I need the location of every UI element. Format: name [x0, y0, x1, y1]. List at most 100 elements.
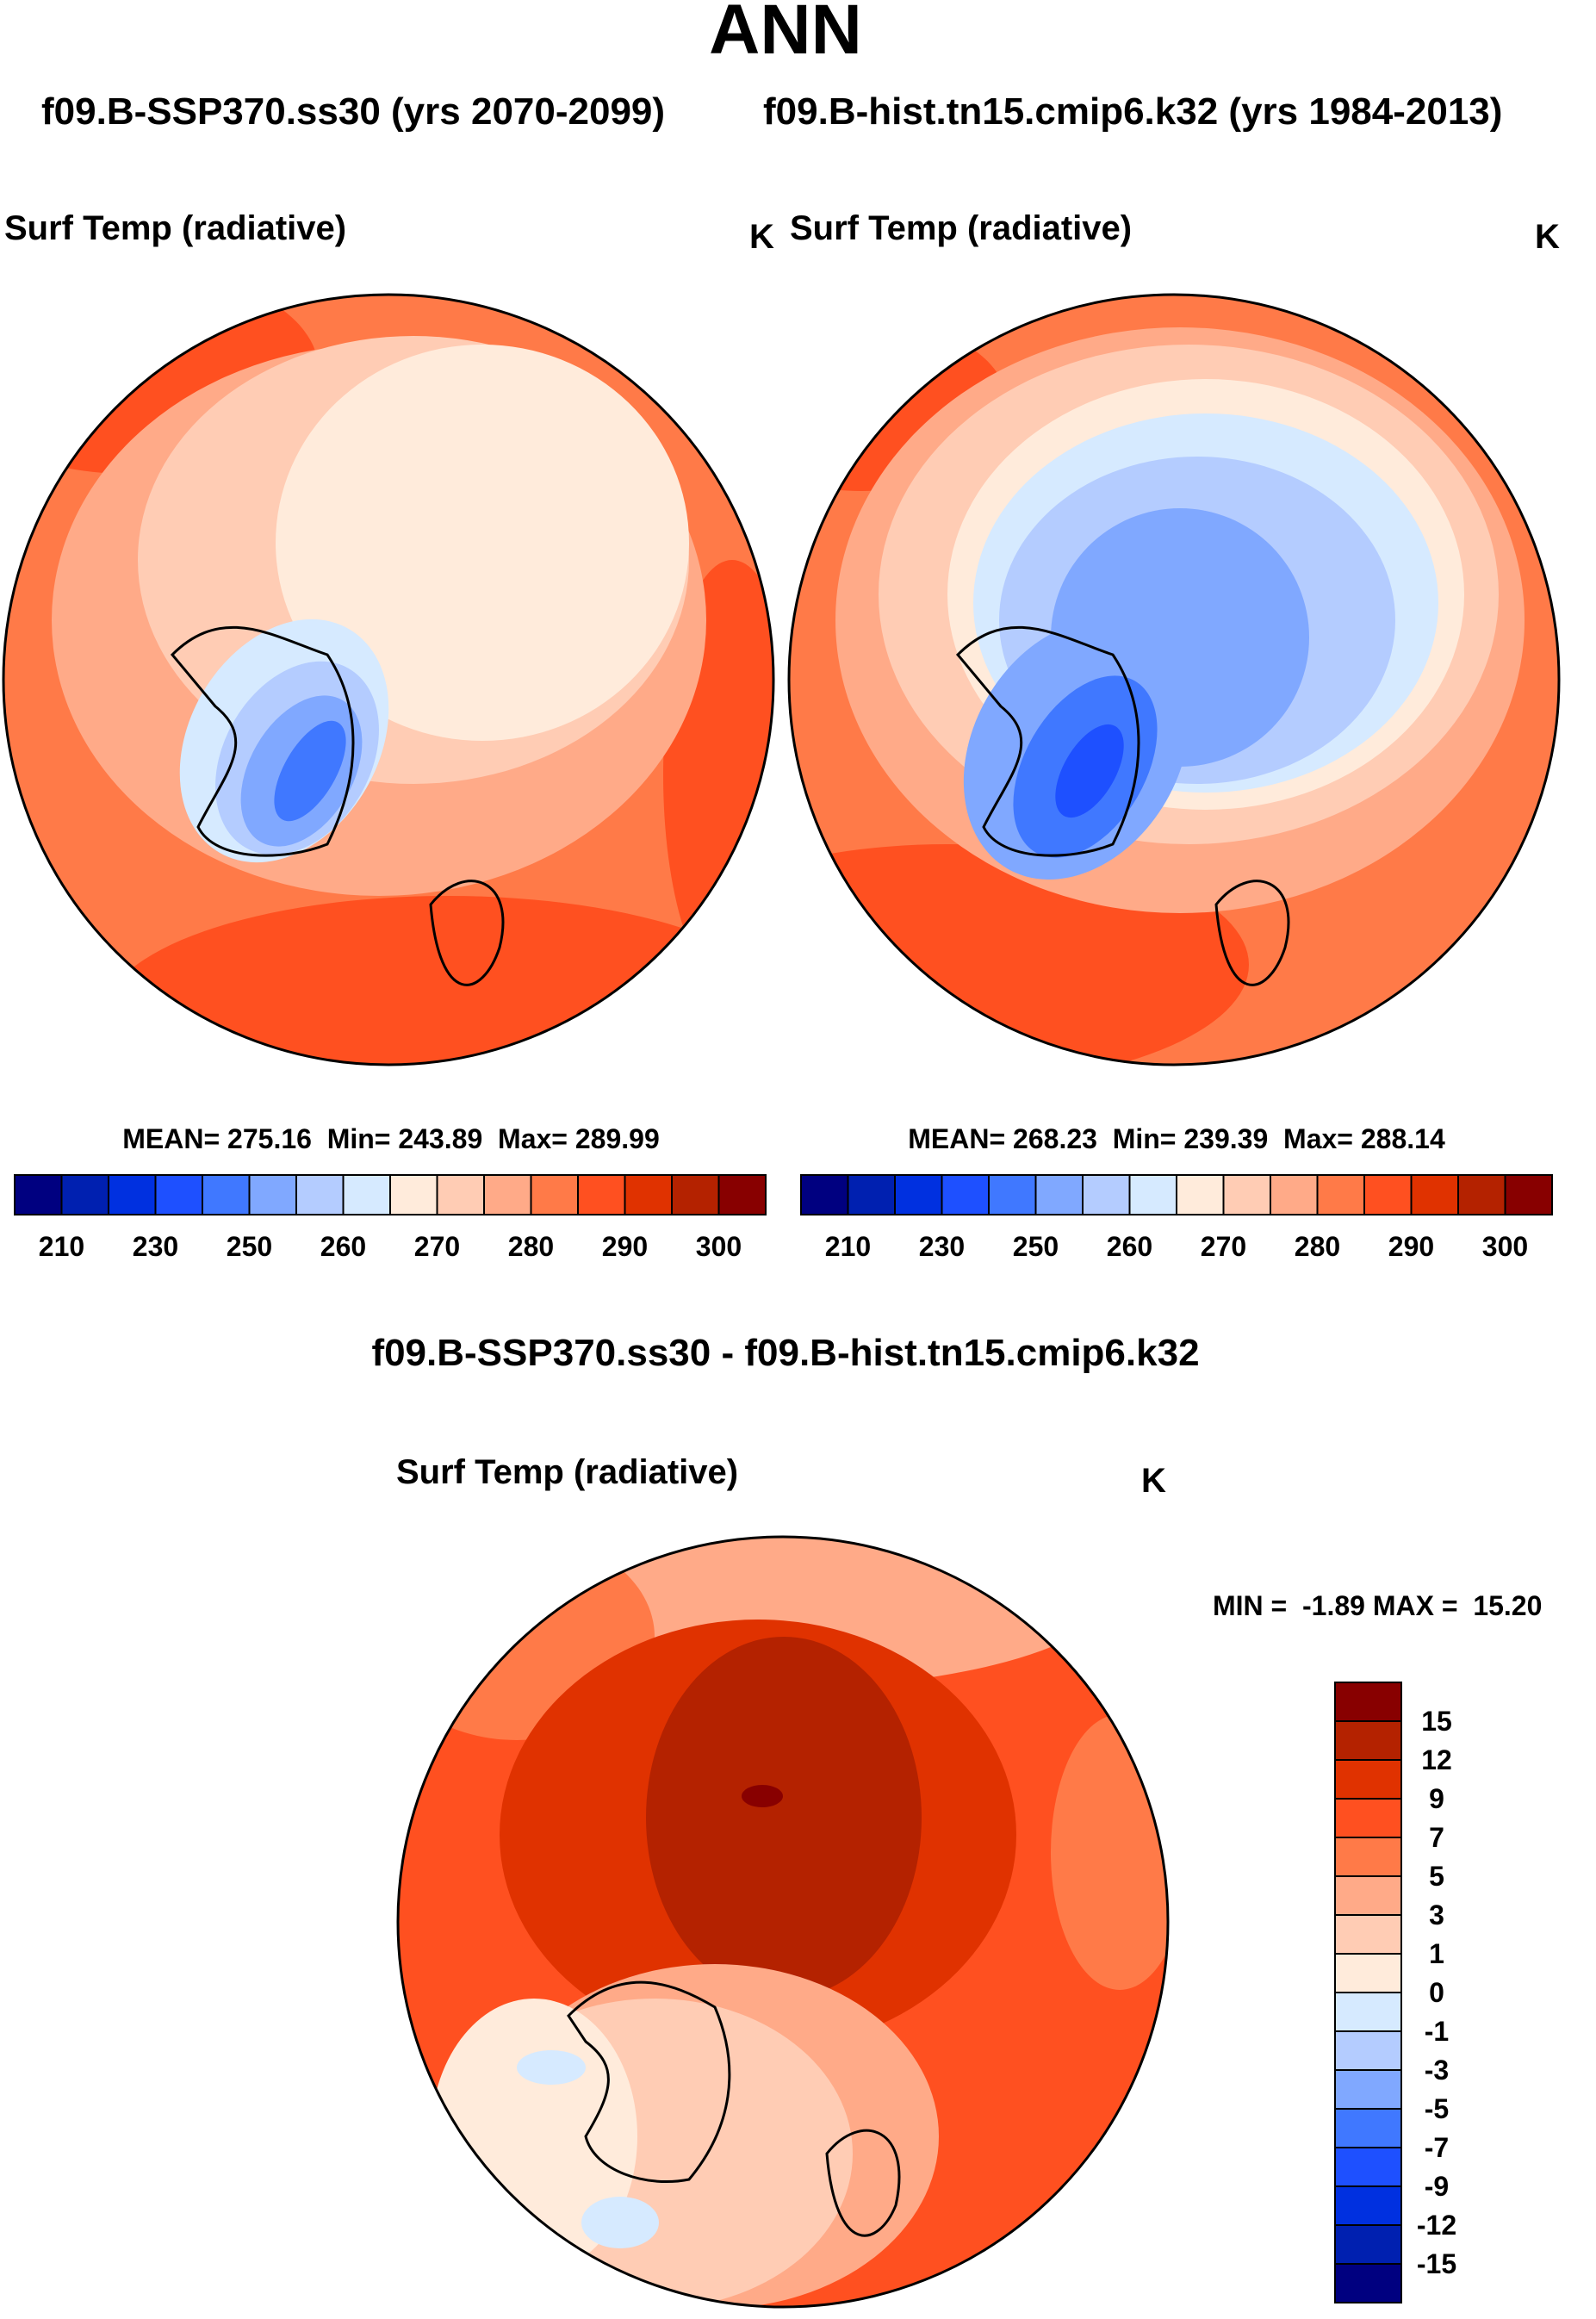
panel1-map	[3, 295, 773, 1065]
colorbar-box	[624, 1174, 673, 1215]
panel3-colorbar: 15 12 9 7 5 3 1 0 -1 -3 -5 -7 -9 -12 -15	[1334, 1682, 1456, 2303]
panel1-stats: MEAN= 275.16 Min= 243.89 Max= 289.99	[122, 1123, 659, 1154]
colorbar-box	[202, 1174, 251, 1215]
colorbar-box	[1034, 1174, 1084, 1215]
diff-title: f09.B-SSP370.ss30 - f09.B-hist.tn15.cmip…	[371, 1332, 1199, 1374]
panel3-map-border	[396, 1535, 1170, 2309]
colorbar-box	[1504, 1174, 1553, 1215]
panel2-colorbar: 210 230 250 260 270 280 290 300	[800, 1174, 1553, 1262]
case2-title: f09.B-hist.tn15.cmip6.k32 (yrs 1984-2013…	[763, 90, 1502, 133]
colorbar-box	[894, 1174, 943, 1215]
colorbar-tick-label: 230	[133, 1231, 178, 1262]
colorbar-box	[1128, 1174, 1177, 1215]
colorbar-tick-label: -1	[1425, 2016, 1449, 2047]
colorbar-box	[1334, 1798, 1402, 1838]
colorbar-box	[1334, 1720, 1402, 1761]
colorbar-box	[1176, 1174, 1225, 1215]
colorbar-tick-label: -9	[1425, 2171, 1449, 2202]
colorbar-box	[941, 1174, 990, 1215]
colorbar-box	[1334, 2224, 1402, 2265]
colorbar-box	[800, 1174, 849, 1215]
colorbar-tick-label: -12	[1417, 2210, 1456, 2241]
colorbar-box	[1363, 1174, 1413, 1215]
colorbar-tick-label: 210	[39, 1231, 84, 1262]
colorbar-box	[14, 1174, 63, 1215]
colorbar-tick-label: 270	[414, 1231, 460, 1262]
colorbar-box	[1410, 1174, 1459, 1215]
colorbar-box	[342, 1174, 391, 1215]
colorbar-tick-label: 290	[1388, 1231, 1434, 1262]
colorbar-tick-label: 7	[1429, 1822, 1444, 1853]
colorbar-box	[1334, 2147, 1402, 2187]
colorbar-box	[988, 1174, 1037, 1215]
colorbar-tick-label: 230	[919, 1231, 965, 1262]
colorbar-tick-label: 9	[1429, 1783, 1444, 1814]
colorbar-tick-label: 210	[825, 1231, 871, 1262]
colorbar-box	[108, 1174, 157, 1215]
colorbar-tick-label: 280	[508, 1231, 554, 1262]
colorbar-box	[483, 1174, 532, 1215]
colorbar-box	[847, 1174, 896, 1215]
colorbar-box	[1334, 1682, 1402, 1722]
colorbar-box	[248, 1174, 297, 1215]
colorbar-tick-label: 300	[696, 1231, 742, 1262]
colorbar-tick-label: 270	[1201, 1231, 1246, 1262]
colorbar-box	[577, 1174, 626, 1215]
panel2-map	[789, 295, 1559, 1065]
colorbar-tick-label: 300	[1482, 1231, 1528, 1262]
main-title: ANN	[709, 0, 862, 69]
panel2-stats: MEAN= 268.23 Min= 239.39 Max= 288.14	[908, 1123, 1445, 1154]
colorbar-tick-label: 1	[1429, 1938, 1444, 1969]
colorbar-box	[436, 1174, 485, 1215]
panel1-variable: Surf Temp (radiative)	[4, 209, 346, 247]
colorbar-box	[389, 1174, 438, 1215]
colorbar-tick-label: -7	[1425, 2132, 1449, 2163]
panel3-variable: Surf Temp (radiative)	[396, 1453, 738, 1491]
colorbar-box	[60, 1174, 109, 1215]
colorbar-box	[1457, 1174, 1506, 1215]
colorbar-box	[1334, 1875, 1402, 1916]
colorbar-tick-label: 290	[602, 1231, 648, 1262]
colorbar-box	[1222, 1174, 1271, 1215]
colorbar-tick-label: 250	[227, 1231, 272, 1262]
colorbar-box	[1334, 2185, 1402, 2226]
colorbar-tick-label: 250	[1013, 1231, 1059, 1262]
panel1-map-border	[2, 293, 775, 1066]
panel2-units: K	[1535, 218, 1560, 256]
panel3-stats: MIN = -1.89 MAX = 15.20	[1213, 1590, 1542, 1621]
colorbar-box	[1334, 1837, 1402, 1877]
colorbar-tick-label: 0	[1429, 1977, 1444, 2008]
colorbar-box	[1270, 1174, 1319, 1215]
panel3-units: K	[1141, 1462, 1166, 1500]
panel1-units: K	[749, 218, 774, 256]
colorbar-tick-label: -5	[1425, 2093, 1449, 2124]
colorbar-tick-label: 5	[1429, 1861, 1444, 1892]
colorbar-tick-label: 260	[320, 1231, 366, 1262]
colorbar-box	[671, 1174, 720, 1215]
colorbar-box	[1334, 1953, 1402, 1993]
colorbar-box	[1334, 2069, 1402, 2110]
panel2-coastline	[955, 625, 1290, 986]
colorbar-box	[530, 1174, 579, 1215]
colorbar-box	[1082, 1174, 1131, 1215]
colorbar-box	[154, 1174, 203, 1215]
panel2-variable: Surf Temp (radiative)	[790, 209, 1132, 247]
colorbar-box	[1316, 1174, 1365, 1215]
colorbar-box	[1334, 2263, 1402, 2303]
colorbar-tick-label: 280	[1295, 1231, 1340, 1262]
panel3-map	[398, 1537, 1168, 2307]
panel1-coastline	[170, 625, 505, 986]
colorbar-tick-label: 3	[1429, 1899, 1444, 1930]
panel3-coastline	[567, 1980, 901, 2237]
case1-title: f09.B-SSP370.ss30 (yrs 2070-2099)	[41, 90, 665, 133]
colorbar-box	[1334, 2108, 1402, 2148]
panel1-colorbar: 210 230 250 260 270 280 290 300	[14, 1174, 767, 1262]
colorbar-tick-label: 260	[1107, 1231, 1152, 1262]
colorbar-box	[1334, 1914, 1402, 1955]
colorbar-box	[1334, 2030, 1402, 2071]
colorbar-tick-label: 12	[1421, 1744, 1452, 1775]
panel2-map-border	[787, 293, 1561, 1066]
colorbar-box	[295, 1174, 345, 1215]
colorbar-tick-label: -15	[1417, 2248, 1456, 2279]
